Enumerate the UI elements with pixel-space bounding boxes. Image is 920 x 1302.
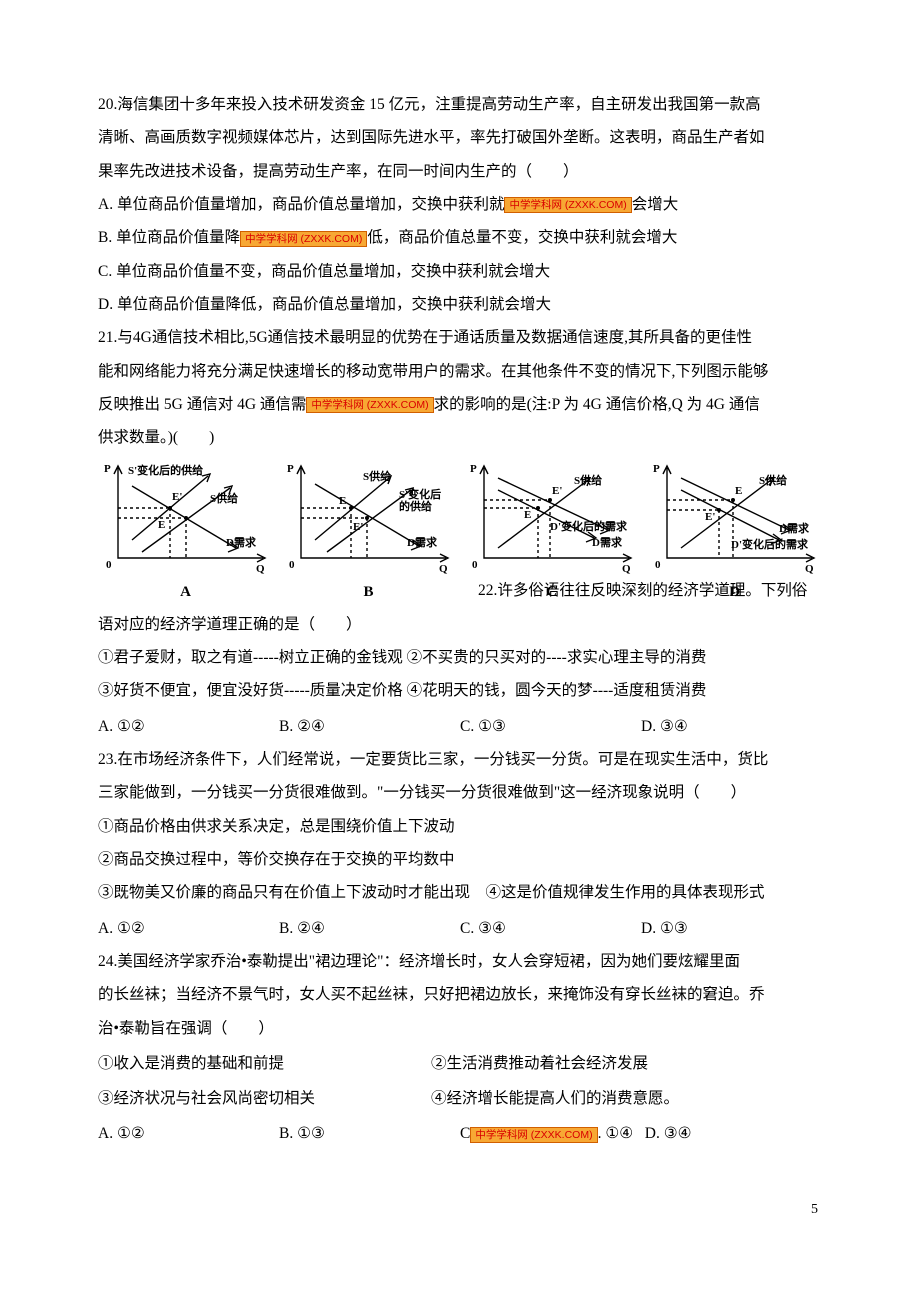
q22-stem-cont: 语对应的经济学道理正确的是（ ） xyxy=(98,608,822,641)
svg-text:D'变化后的需求: D'变化后的需求 xyxy=(731,537,809,551)
q23-opt-c: C. ③④ xyxy=(460,912,641,945)
q20-opt-b-before: B. 单位商品价值量降 xyxy=(98,229,240,246)
svg-text:S'变化后: S'变化后 xyxy=(399,487,441,501)
q24-stem-l1: 24.美国经济学家乔治•泰勒提出"裙边理论"：经济增长时，女人会穿短裙，因为她们… xyxy=(98,945,822,978)
chart-b-label: B xyxy=(281,585,456,600)
svg-text:D需求: D需求 xyxy=(407,535,438,549)
q23-stem-l1: 23.在市场经济条件下，人们经常说，一定要货比三家，一分钱买一分货。可是在现实生… xyxy=(98,743,822,776)
q23-item1: ①商品价格由供求关系决定，总是围绕价值上下波动 xyxy=(98,810,822,843)
svg-text:P: P xyxy=(287,463,294,475)
q24-stem-l2: 的长丝袜；当经济不景气时，女人买不起丝袜，只好把裙边放长，来掩饰没有穿长丝袜的窘… xyxy=(98,978,822,1011)
q24-opt-d: D. ③④ xyxy=(645,1125,692,1142)
page-number: 5 xyxy=(98,1195,822,1225)
q21-stem-l3a: 反映推出 5G 通信对 4G 通信需 xyxy=(98,396,306,413)
svg-text:D需求: D需求 xyxy=(779,521,810,535)
q20-opt-a: A. 单位商品价值量增加，商品价值总量增加，交换中获利就中学学科网 (ZXXK.… xyxy=(98,188,822,221)
q20-stem-l3: 果率先改进技术设备，提高劳动生产率，在同一时间内生产的（ ） xyxy=(98,155,822,188)
q21-stem-l4: 供求数量。)( ) xyxy=(98,421,822,454)
q21-stem-l3b: 求的影响的是(注:P 为 4G 通信价格,Q 为 4G 通信 xyxy=(434,396,760,413)
q24-options: A. ①② B. ①③ C中学学科网 (ZXXK.COM). ①④ D. ③④ xyxy=(98,1117,822,1150)
q21-stem-l3: 反映推出 5G 通信对 4G 通信需中学学科网 (ZXXK.COM)求的影响的是… xyxy=(98,388,822,421)
q20-opt-a-after: 会增大 xyxy=(632,196,679,213)
svg-text:S供给: S供给 xyxy=(574,473,602,487)
q23-item34: ③既物美又价廉的商品只有在价值上下波动时才能出现 ④这是价值规律发生作用的具体表… xyxy=(98,876,822,909)
chart-d-label: D xyxy=(647,585,822,600)
svg-text:D需求: D需求 xyxy=(592,535,623,549)
q23-options: A. ①② B. ②④ C. ③④ D. ①③ xyxy=(98,912,822,945)
q21-stem-l2: 能和网络能力将充分满足快速增长的移动宽带用户的需求。在其他条件不变的情况下,下列… xyxy=(98,355,822,388)
svg-text:E: E xyxy=(735,485,742,497)
svg-text:S供给: S供给 xyxy=(210,491,238,505)
q21-stem-l1: 21.与4G通信技术相比,5G通信技术最明显的优势在于通话质量及数据通信速度,其… xyxy=(98,321,822,354)
svg-text:E': E' xyxy=(172,491,182,503)
svg-text:S'变化后的供给: S'变化后的供给 xyxy=(128,463,203,477)
svg-text:Q: Q xyxy=(256,563,265,575)
svg-text:Q: Q xyxy=(439,563,448,575)
q24-item3: ③经济状况与社会风尚密切相关 xyxy=(98,1082,431,1115)
svg-text:E': E' xyxy=(353,521,363,533)
svg-text:Q: Q xyxy=(805,563,814,575)
q20-stem-l2: 清晰、高画质数字视频媒体芯片，达到国际先进水平，率先打破国外垄断。这表明，商品生… xyxy=(98,121,822,154)
chart-c-label: C xyxy=(464,585,639,600)
q23-item2: ②商品交换过程中，等价交换存在于交换的平均数中 xyxy=(98,843,822,876)
svg-text:0: 0 xyxy=(472,559,478,571)
q20-opt-a-before: A. 单位商品价值量增加，商品价值总量增加，交换中获利就 xyxy=(98,196,504,213)
svg-text:D需求: D需求 xyxy=(226,535,257,549)
svg-text:E': E' xyxy=(705,511,715,523)
q22-items-l1: ①君子爱财，取之有道-----树立正确的金钱观 ②不买贵的只买对的----求实心… xyxy=(98,641,822,674)
q24-opt-cd: C中学学科网 (ZXXK.COM). ①④ D. ③④ xyxy=(460,1117,822,1150)
q24-item4: ④经济增长能提高人们的消费意愿。 xyxy=(431,1082,679,1115)
svg-text:E: E xyxy=(339,495,346,507)
chart-c: P 0 Q S供给 D'变化后的需求 D需求 E E' C xyxy=(464,458,639,600)
svg-text:E: E xyxy=(158,519,165,531)
chart-b: P 0 Q S供给 S'变化后 的供给 D需求 E E' xyxy=(281,458,456,600)
watermark-badge: 中学学科网 (ZXXK.COM) xyxy=(504,197,631,213)
q24-items-row1: ①收入是消费的基础和前提 ②生活消费推动着社会经济发展 xyxy=(98,1047,822,1080)
q23-opt-d: D. ①③ xyxy=(641,912,822,945)
q20-opt-d: D. 单位商品价值量降低，商品价值总量增加，交换中获利就会增大 xyxy=(98,288,822,321)
q20-opt-b: B. 单位商品价值量降中学学科网 (ZXXK.COM)低，商品价值总量不变，交换… xyxy=(98,221,822,254)
chart-a: P 0 Q S'变化后的供给 S供给 D需求 E' E xyxy=(98,458,273,600)
q22-opt-d: D. ③④ xyxy=(641,710,822,743)
q22-options: A. ①② B. ②④ C. ①③ D. ③④ xyxy=(98,710,822,743)
q24-stem-l3: 治•泰勒旨在强调（ ） xyxy=(98,1012,822,1045)
svg-text:0: 0 xyxy=(289,559,295,571)
q23-stem-l2: 三家能做到，一分钱买一分货很难做到。"一分钱买一分货很难做到"这一经济现象说明（… xyxy=(98,776,822,809)
q23-opt-b: B. ②④ xyxy=(279,912,460,945)
svg-text:S供给: S供给 xyxy=(363,469,391,483)
watermark-badge: 中学学科网 (ZXXK.COM) xyxy=(306,397,433,413)
svg-text:E: E xyxy=(524,509,531,521)
svg-text:P: P xyxy=(470,463,477,475)
svg-text:E': E' xyxy=(552,485,562,497)
svg-text:0: 0 xyxy=(106,559,112,571)
chart-d: P 0 Q S供给 D需求 D'变化后的需求 E E' D xyxy=(647,458,822,600)
q24-opt-c-pre: C xyxy=(460,1125,470,1142)
q20-opt-c: C. 单位商品价值量不变，商品价值总量增加，交换中获利就会增大 xyxy=(98,255,822,288)
q22-items-l2: ③好货不便宜，便宜没好货-----质量决定价格 ④花明天的钱，圆今天的梦----… xyxy=(98,674,822,707)
q23-opt-a: A. ①② xyxy=(98,912,279,945)
chart-a-label: A xyxy=(98,585,273,600)
q24-opt-a: A. ①② xyxy=(98,1117,279,1150)
svg-text:Q: Q xyxy=(622,563,631,575)
watermark-badge: 中学学科网 (ZXXK.COM) xyxy=(240,231,367,247)
q22-opt-c: C. ①③ xyxy=(460,710,641,743)
svg-text:S供给: S供给 xyxy=(759,473,787,487)
svg-text:P: P xyxy=(104,463,111,475)
q24-opt-b: B. ①③ xyxy=(279,1117,460,1150)
q24-item1: ①收入是消费的基础和前提 xyxy=(98,1047,431,1080)
q20-stem-l1: 20.海信集团十多年来投入技术研发资金 15 亿元，注重提高劳动生产率，自主研发… xyxy=(98,88,822,121)
svg-text:的供给: 的供给 xyxy=(399,499,432,513)
q24-item2: ②生活消费推动着社会经济发展 xyxy=(431,1047,648,1080)
q20-opt-b-after: 低，商品价值总量不变，交换中获利就会增大 xyxy=(367,229,677,246)
svg-text:D'变化后的需求: D'变化后的需求 xyxy=(550,519,628,533)
q24-opt-c-post: . ①④ xyxy=(598,1125,634,1142)
q22-opt-a: A. ①② xyxy=(98,710,279,743)
svg-text:P: P xyxy=(653,463,660,475)
watermark-badge: 中学学科网 (ZXXK.COM) xyxy=(470,1127,597,1143)
q22-opt-b: B. ②④ xyxy=(279,710,460,743)
svg-text:0: 0 xyxy=(655,559,661,571)
q24-items-row2: ③经济状况与社会风尚密切相关 ④经济增长能提高人们的消费意愿。 xyxy=(98,1082,822,1115)
